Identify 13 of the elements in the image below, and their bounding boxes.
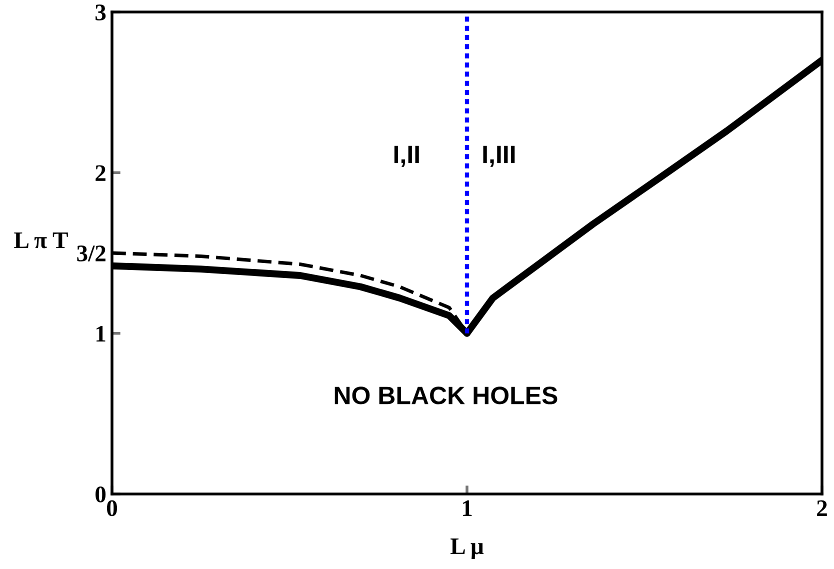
y-tick-label: 3 (96, 4, 106, 20)
y-tick-label: 0 (96, 486, 106, 502)
x-tick-label: 0 (106, 500, 118, 516)
y-tick-label: 3/2 (77, 246, 106, 262)
x-tick-label: 2 (817, 500, 827, 516)
y-axis-title: L π T (14, 232, 68, 248)
annotation: I,III (483, 146, 515, 167)
y-tick-label: 1 (96, 326, 106, 342)
annotation: NO BLACK HOLES (334, 386, 558, 404)
x-axis-title: L μ (450, 538, 484, 560)
y-tick-label: 2 (96, 165, 106, 181)
x-tick-label: 1 (462, 500, 472, 516)
annotation: I,II (394, 146, 419, 167)
